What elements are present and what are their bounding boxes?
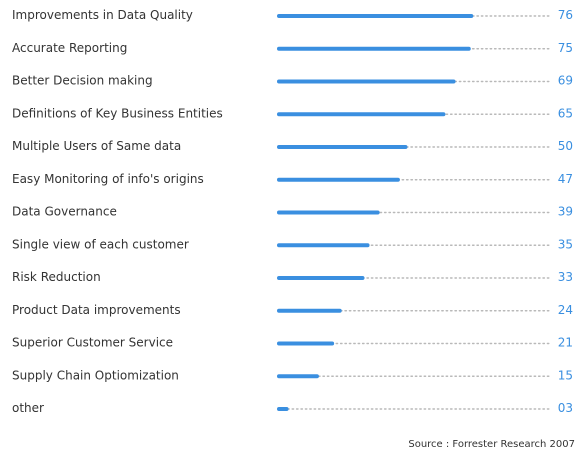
chart-row: Risk Reduction 33	[12, 270, 573, 284]
chart-row: Superior Customer Service 21	[12, 336, 573, 350]
value-label: 35	[558, 237, 573, 251]
value-label: 39	[558, 205, 573, 219]
chart-row: Accurate Reporting 75	[12, 41, 573, 55]
chart-row: Single view of each customer 35	[12, 237, 573, 251]
category-label: Risk Reduction	[12, 270, 101, 284]
source-label: Source : Forrester Research 2007	[408, 439, 575, 450]
category-label: Supply Chain Optiomization	[12, 368, 179, 382]
value-label: 33	[558, 270, 573, 284]
value-label: 21	[558, 336, 573, 350]
category-label: Single view of each customer	[12, 237, 189, 251]
chart-rows: Improvements in Data Quality 76 Accurate R…	[12, 8, 573, 415]
category-label: Accurate Reporting	[12, 41, 127, 55]
chart-row: Better Decision making 69	[12, 74, 573, 88]
category-label: Better Decision making	[12, 74, 153, 88]
chart-row: other 03	[12, 401, 573, 415]
category-label: Multiple Users of Same data	[12, 139, 181, 153]
value-label: 76	[558, 8, 573, 22]
value-label: 69	[558, 74, 573, 88]
chart-row: Easy Monitoring of info's origins 47	[12, 172, 573, 186]
value-label: 47	[558, 172, 573, 186]
value-label: 65	[558, 106, 573, 120]
category-label: Definitions of Key Business Entities	[12, 106, 223, 120]
chart-row: Improvements in Data Quality 76	[12, 8, 573, 22]
category-label: other	[12, 401, 44, 415]
chart-row: Product Data improvements 24	[12, 303, 573, 317]
chart-row: Definitions of Key Business Entities 65	[12, 106, 573, 120]
category-label: Improvements in Data Quality	[12, 8, 193, 22]
category-label: Product Data improvements	[12, 303, 181, 317]
category-label: Data Governance	[12, 205, 117, 219]
category-label: Superior Customer Service	[12, 336, 173, 350]
value-label: 50	[558, 139, 573, 153]
value-label: 24	[558, 303, 573, 317]
chart-row: Data Governance 39	[12, 205, 573, 219]
value-label: 03	[558, 401, 573, 415]
value-label: 15	[558, 368, 573, 382]
chart-row: Multiple Users of Same data 50	[12, 139, 573, 153]
category-label: Easy Monitoring of info's origins	[12, 172, 204, 186]
chart-row: Supply Chain Optiomization 15	[12, 368, 573, 382]
value-label: 75	[558, 41, 573, 55]
